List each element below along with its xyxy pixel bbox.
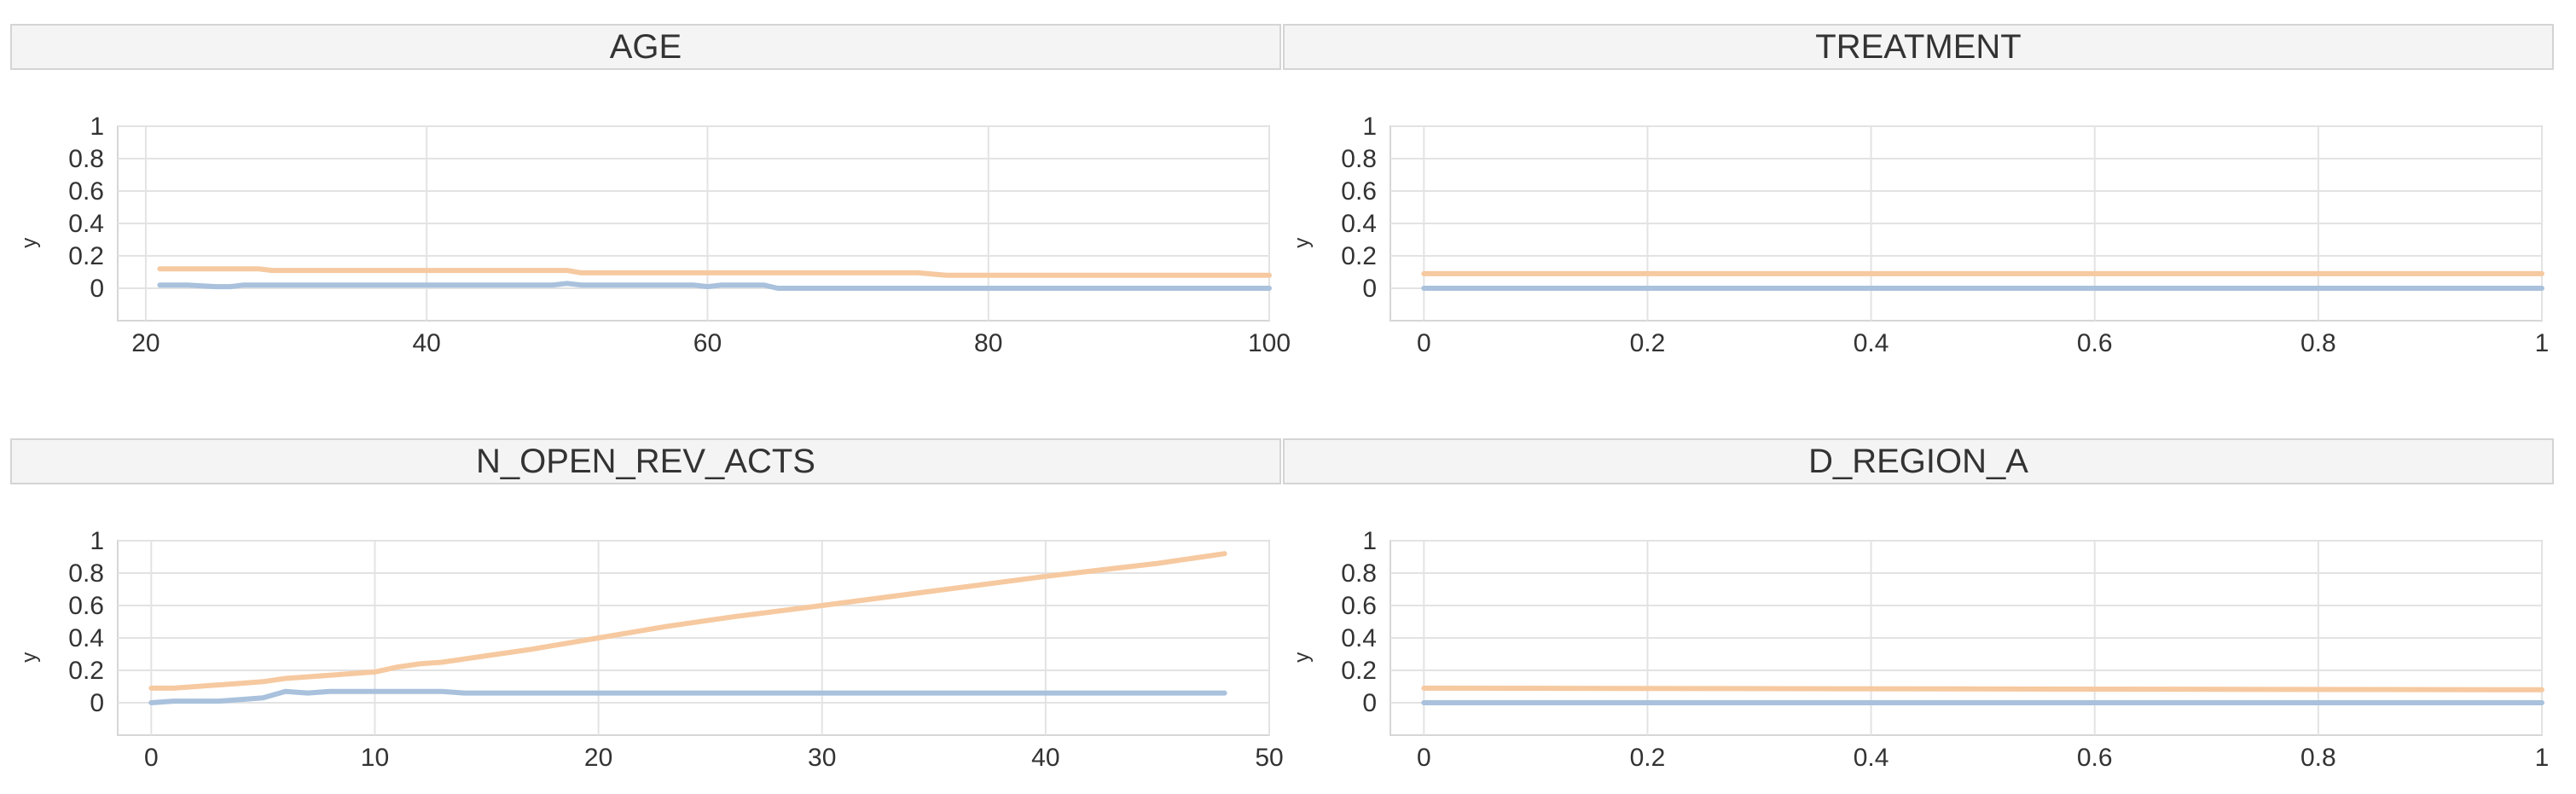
x-tick-label: 40 bbox=[413, 329, 441, 357]
chart-panel-age: AGE 1 0.8 0.6 0.4 0.2 0 20 40 60 80 100 y bbox=[10, 24, 1291, 374]
y-tick-label: 0.4 bbox=[68, 210, 104, 238]
series-line-0 bbox=[148, 551, 1227, 691]
x-tick-label: 30 bbox=[808, 744, 836, 772]
y-tick-label: 0.4 bbox=[68, 624, 104, 652]
y-tick-label: 0.4 bbox=[1341, 624, 1377, 652]
chart-panel-d-region-a: D_REGION_A 1 0.8 0.6 0.4 0.2 0 0 0.2 0.4 0.6 0.8 1 y bbox=[1283, 438, 2554, 788]
x-tick-label: 0.2 bbox=[1630, 329, 1666, 357]
y-tick-label: 1 bbox=[90, 527, 104, 555]
x-tick-label: 80 bbox=[974, 329, 1002, 357]
y-tick-label: 0.6 bbox=[68, 592, 104, 620]
x-tick-label: 0.4 bbox=[1854, 744, 1889, 772]
y-tick-label: 0.2 bbox=[68, 242, 104, 270]
x-tick-label: 100 bbox=[1248, 329, 1291, 357]
y-tick-label: 0.6 bbox=[1341, 592, 1377, 620]
x-tick-label: 1 bbox=[2535, 744, 2550, 772]
panel-title-strip: AGE bbox=[10, 24, 1281, 70]
series-line-1 bbox=[148, 688, 1227, 705]
series-line-0 bbox=[157, 266, 1272, 278]
chart-plot-treatment: 1 0.8 0.6 0.4 0.2 0 0 0.2 0.4 0.6 0.8 1 y bbox=[1291, 113, 2550, 357]
chart-panel-n-open-rev-acts: N_OPEN_REV_ACTS 1 0.8 0.6 0.4 0.2 0 0 10 20 30 40 5… bbox=[10, 438, 1284, 788]
x-tick-label: 0.8 bbox=[2300, 744, 2336, 772]
x-tick-label: 0.2 bbox=[1630, 744, 1666, 772]
chart-panel-treatment: TREATMENT 1 0.8 0.6 0.4 0.2 0 0 0.2 0.4 0.6 0.8 1 y bbox=[1283, 24, 2554, 374]
panel-title-strip: D_REGION_A bbox=[1283, 438, 2554, 484]
x-tick-label: 40 bbox=[1031, 744, 1059, 772]
y-tick-label: 0.8 bbox=[1341, 559, 1377, 588]
x-tick-label: 0 bbox=[144, 744, 159, 772]
y-tick-label: 0 bbox=[1362, 689, 1377, 717]
y-tick-label: 0.2 bbox=[68, 657, 104, 685]
panel-title-strip: N_OPEN_REV_ACTS bbox=[10, 438, 1281, 484]
y-tick-label: 1 bbox=[1362, 113, 1377, 141]
x-tick-label: 60 bbox=[693, 329, 722, 357]
y-tick-label: 0 bbox=[1362, 275, 1377, 303]
panel-title: TREATMENT bbox=[1815, 27, 2022, 66]
x-tick-label: 20 bbox=[131, 329, 160, 357]
chart-plot-d-region-a: 1 0.8 0.6 0.4 0.2 0 0 0.2 0.4 0.6 0.8 1 y bbox=[1291, 527, 2550, 772]
y-axis-label: y bbox=[18, 238, 41, 248]
y-tick-label: 0.6 bbox=[68, 177, 104, 206]
x-tick-label: 0.6 bbox=[2077, 744, 2113, 772]
y-tick-label: 0.2 bbox=[1341, 657, 1377, 685]
y-tick-label: 1 bbox=[90, 113, 104, 141]
x-tick-label: 50 bbox=[1255, 744, 1283, 772]
x-tick-label: 0 bbox=[1417, 329, 1431, 357]
y-axis-label: y bbox=[18, 652, 41, 663]
panel-title-strip: TREATMENT bbox=[1283, 24, 2554, 70]
panel-title: N_OPEN_REV_ACTS bbox=[476, 442, 815, 480]
y-tick-label: 0.6 bbox=[1341, 177, 1377, 206]
x-tick-label: 10 bbox=[361, 744, 389, 772]
y-axis-label: y bbox=[1291, 652, 1314, 663]
y-tick-label: 0.8 bbox=[1341, 145, 1377, 173]
y-tick-label: 1 bbox=[1362, 527, 1377, 555]
y-axis-label: y bbox=[1291, 238, 1314, 248]
x-tick-label: 0 bbox=[1417, 744, 1431, 772]
y-tick-label: 0 bbox=[90, 275, 104, 303]
x-tick-label: 0.8 bbox=[2300, 329, 2336, 357]
x-tick-label: 1 bbox=[2535, 329, 2550, 357]
y-tick-label: 0 bbox=[90, 689, 104, 717]
x-tick-label: 0.6 bbox=[2077, 329, 2113, 357]
panel-title: D_REGION_A bbox=[1808, 442, 2028, 480]
series-line-0 bbox=[1421, 685, 2544, 693]
x-tick-label: 20 bbox=[584, 744, 612, 772]
x-tick-label: 0.4 bbox=[1854, 329, 1889, 357]
series-line-1 bbox=[157, 281, 1272, 291]
chart-plot-n-open-rev-acts: 1 0.8 0.6 0.4 0.2 0 0 10 20 30 40 50 y bbox=[18, 527, 1284, 772]
y-tick-label: 0.4 bbox=[1341, 210, 1377, 238]
y-tick-label: 0.8 bbox=[68, 559, 104, 588]
panel-title: AGE bbox=[609, 27, 682, 66]
y-tick-label: 0.8 bbox=[68, 145, 104, 173]
chart-plot-age: 1 0.8 0.6 0.4 0.2 0 20 40 60 80 100 y bbox=[18, 113, 1291, 357]
y-tick-label: 0.2 bbox=[1341, 242, 1377, 270]
